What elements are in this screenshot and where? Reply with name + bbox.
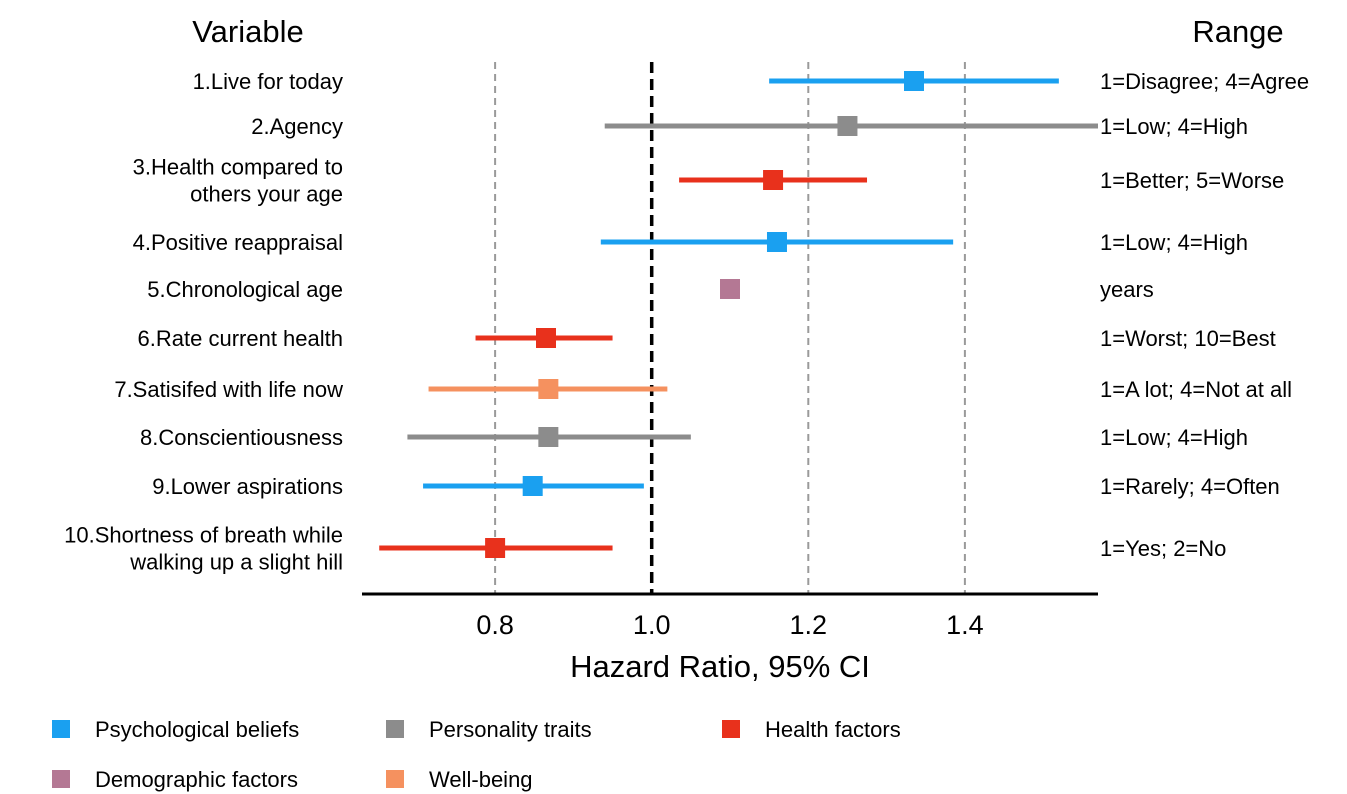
legend-label: Demographic factors: [95, 767, 298, 792]
range-label: 1=A lot; 4=Not at all: [1100, 377, 1292, 402]
variable-label: 8.Conscientiousness: [140, 425, 343, 450]
hr-point: [538, 379, 559, 399]
legend-swatch: [386, 720, 404, 738]
variable-label: 6.Rate current health: [138, 326, 343, 351]
forest-row: 7.Satisifed with life now 1=A lot; 4=Not …: [114, 377, 1292, 402]
forest-row: 9.Lower aspirations 1=Rarely; 4=Often: [152, 474, 1280, 499]
hr-point: [837, 116, 858, 136]
legend-label: Well-being: [429, 767, 533, 792]
variable-label: 9.Lower aspirations: [152, 474, 343, 499]
legend-item: Well-being: [386, 767, 533, 792]
legend-item: Demographic factors: [52, 767, 298, 792]
legend-swatch: [386, 770, 404, 788]
legend: Psychological beliefs Personality traits H…: [52, 717, 901, 792]
legend-item: Personality traits: [386, 717, 592, 742]
legend-label: Health factors: [765, 717, 901, 742]
x-axis-ticks: 0.8 1.0 1.2 1.4: [476, 610, 983, 640]
variable-label: 7.Satisifed with life now: [114, 377, 343, 402]
hr-point: [720, 279, 740, 299]
forest-rows: 1.Live for today 1=Disagree; 4=Agree 2.Age…: [64, 69, 1309, 575]
legend-item: Health factors: [722, 717, 901, 742]
variable-label: 4.Positive reappraisal: [133, 230, 343, 255]
variable-label: 2.Agency: [251, 114, 343, 139]
forest-row: 6.Rate current health 1=Worst; 10=Best: [138, 326, 1276, 351]
hr-point: [763, 170, 784, 190]
x-axis-label: Hazard Ratio, 95% CI: [570, 649, 870, 684]
x-tick-label: 1.4: [946, 610, 984, 640]
legend-swatch: [722, 720, 740, 738]
range-label: years: [1100, 277, 1154, 302]
range-label: 1=Yes; 2=No: [1100, 536, 1226, 561]
variable-label: 10.Shortness of breath while: [64, 523, 343, 548]
range-label: 1=Rarely; 4=Often: [1100, 474, 1280, 499]
range-column-header: Range: [1192, 14, 1283, 49]
hr-point: [538, 427, 559, 447]
range-label: 1=Worst; 10=Best: [1100, 326, 1276, 351]
variable-label: walking up a slight hill: [129, 550, 343, 575]
variable-label: 3.Health compared to: [133, 155, 343, 180]
hr-point: [904, 71, 924, 91]
legend-swatch: [52, 770, 70, 788]
hr-point: [766, 232, 787, 252]
range-label: 1=Better; 5=Worse: [1100, 168, 1284, 193]
x-tick-label: 1.0: [633, 610, 671, 640]
legend-label: Psychological beliefs: [95, 717, 299, 742]
variable-label: others your age: [190, 182, 343, 207]
forest-row: 5.Chronological age years: [147, 277, 1154, 302]
range-label: 1=Disagree; 4=Agree: [1100, 69, 1309, 94]
legend-label: Personality traits: [429, 717, 592, 742]
hr-point: [485, 538, 506, 558]
x-tick-label: 0.8: [476, 610, 514, 640]
forest-row: 8.Conscientiousness 1=Low; 4=High: [140, 425, 1248, 450]
variable-label: 5.Chronological age: [147, 277, 343, 302]
range-label: 1=Low; 4=High: [1100, 114, 1248, 139]
hr-point: [536, 328, 556, 348]
x-tick-label: 1.2: [790, 610, 828, 640]
forest-row: 1.Live for today 1=Disagree; 4=Agree: [193, 69, 1310, 94]
variable-label: 1.Live for today: [193, 69, 343, 94]
range-label: 1=Low; 4=High: [1100, 425, 1248, 450]
legend-swatch: [52, 720, 70, 738]
hr-point: [522, 476, 543, 496]
forest-row: 2.Agency 1=Low; 4=High: [251, 114, 1248, 139]
vertical-gridlines: [494, 62, 966, 594]
variable-column-header: Variable: [192, 14, 303, 49]
forest-row: 4.Positive reappraisal 1=Low; 4=High: [133, 230, 1248, 255]
range-label: 1=Low; 4=High: [1100, 230, 1248, 255]
legend-item: Psychological beliefs: [52, 717, 299, 742]
